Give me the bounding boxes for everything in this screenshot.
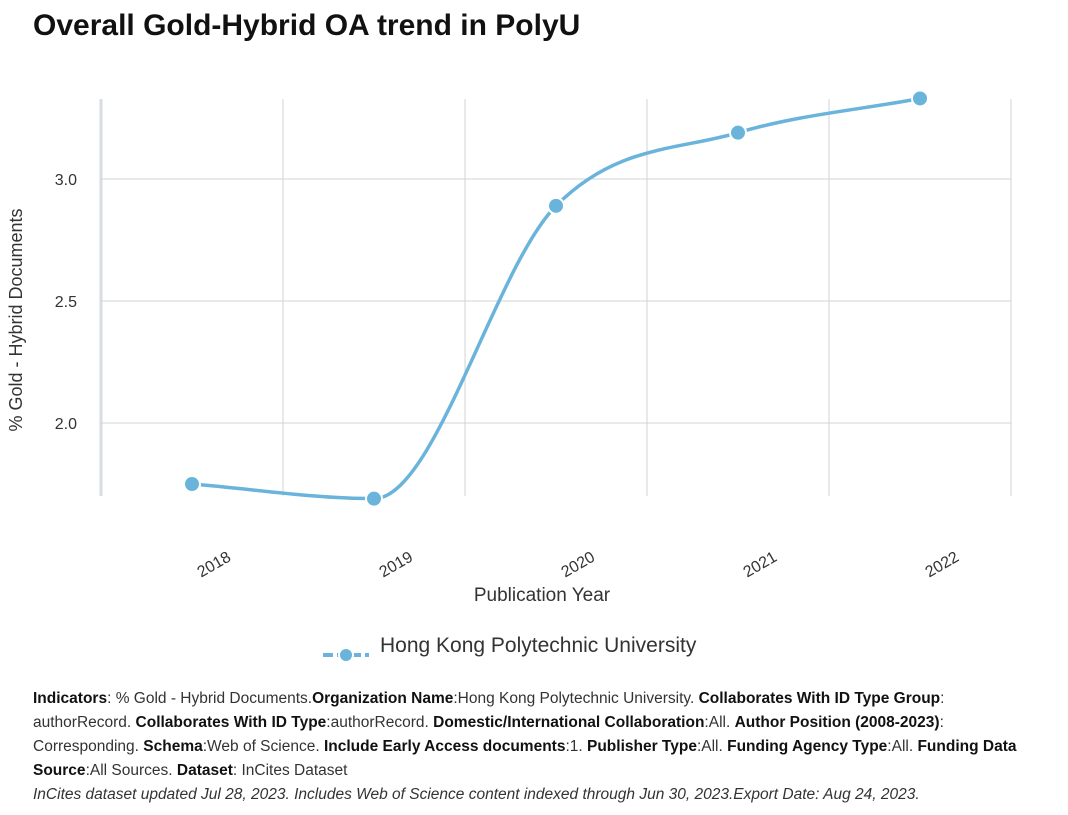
footer-field-value: : Corresponding. [33, 714, 944, 755]
footer-field-value: : InCites Dataset [232, 762, 348, 779]
footer-field-value: :All. [704, 714, 735, 731]
footer-field-value: : % Gold - Hybrid Documents. [107, 690, 313, 707]
footer-field-label: Funding Data Source [33, 738, 1017, 779]
y-tick-label: 2.5 [55, 294, 77, 311]
x-axis-ticks: 2018 2019 2020 2021 2022 [195, 549, 962, 582]
y-tick-label: 2.0 [55, 416, 77, 433]
legend-label: Hong Kong Polytechnic University [380, 634, 697, 657]
chart-title: Overall Gold-Hybrid OA trend in PolyU [33, 9, 581, 42]
y-axis-ticks: 2.0 2.5 3.0 [55, 172, 77, 433]
x-tick-label: 2019 [377, 549, 416, 582]
x-tick-label: 2022 [923, 549, 962, 582]
x-tick-label: 2018 [195, 549, 234, 582]
footer-note: InCites dataset updated Jul 28, 2023. In… [33, 786, 920, 803]
series-group [183, 89, 929, 508]
footer-field-label: Organization Name [312, 690, 454, 707]
footer-field-label: Collaborates With ID Type [135, 714, 327, 731]
footer-field-value: :All. [696, 738, 728, 755]
footer-field-value: :All. [887, 738, 918, 755]
data-point[interactable] [183, 475, 201, 493]
footer-field-value: :Web of Science. [202, 738, 324, 755]
footer-field-label: Collaborates With ID Type Group [698, 690, 941, 707]
grid [99, 99, 1012, 496]
x-axis-label: Publication Year [474, 585, 611, 606]
data-point[interactable] [365, 489, 383, 508]
y-axis-label: % Gold - Hybrid Documents [6, 208, 26, 431]
data-point[interactable] [729, 123, 747, 142]
footer-field-label: Indicators [33, 690, 108, 707]
data-point[interactable] [547, 196, 565, 215]
y-tick-label: 3.0 [55, 172, 77, 189]
footer-metadata: Indicators: % Gold - Hybrid Documents.Or… [33, 687, 1043, 783]
x-tick-label: 2020 [559, 549, 598, 582]
chart-footer: Indicators: % Gold - Hybrid Documents.Or… [33, 687, 1043, 807]
footer-field-label: Author Position (2008-2023) [734, 714, 940, 731]
footer-field-label: Publisher Type [587, 738, 697, 755]
footer-field-value: :All Sources. [85, 762, 177, 779]
series-line [191, 96, 921, 501]
footer-field-label: Funding Agency Type [727, 738, 888, 755]
legend-dot-marker [338, 647, 354, 663]
legend[interactable]: Hong Kong Polytechnic University [323, 634, 697, 663]
footer-field-label: Domestic/International Collaboration [433, 714, 705, 731]
footer-field-label: Include Early Access documents [323, 738, 566, 755]
footer-field-label: Schema [143, 738, 203, 755]
footer-field-label: Dataset [176, 762, 233, 779]
footer-field-value: : authorRecord. [33, 690, 945, 731]
footer-field-value: :Hong Kong Polytechnic University. [453, 690, 699, 707]
footer-field-value: :authorRecord. [326, 714, 434, 731]
x-tick-label: 2021 [741, 549, 780, 582]
line-chart: 2.0 2.5 3.0 2018 2019 2020 2021 2022 % Gold - … [6, 89, 1012, 663]
data-point[interactable] [911, 89, 929, 108]
footer-field-value: :1. [565, 738, 587, 755]
